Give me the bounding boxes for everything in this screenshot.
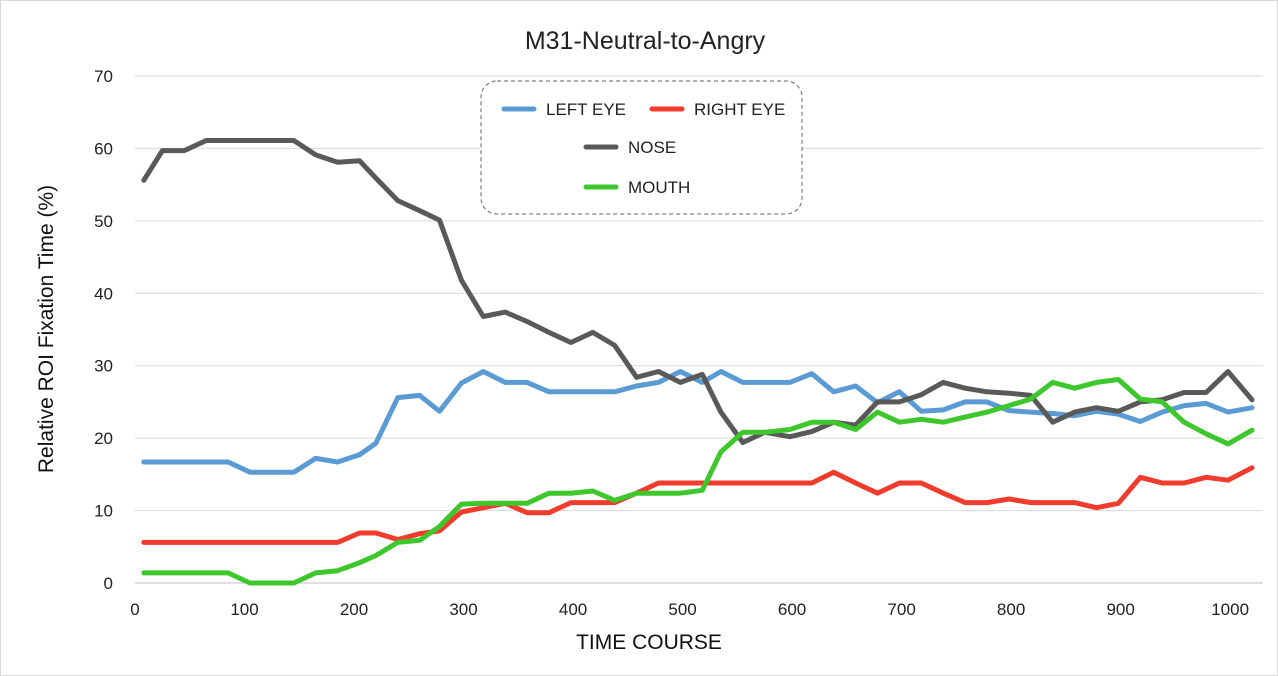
x-tick-label-500: 500 [668,600,696,619]
legend-label-mouth: MOUTH [628,178,690,197]
x-axis-label: TIME COURSE [576,631,722,654]
y-axis-label: Relative ROI Fixation Time (%) [35,185,58,473]
x-tick-label-400: 400 [559,600,587,619]
series-line-mouth [141,377,1255,586]
y-tick-labels: 0 10 20 30 40 50 60 70 [94,67,113,593]
x-tick-label-0: 0 [130,600,139,619]
x-tick-label-800: 800 [997,600,1025,619]
y-tick-label-60: 60 [94,139,113,158]
y-tick-label-30: 30 [94,357,113,376]
x-tick-label-600: 600 [778,600,806,619]
legend-label-right-eye: RIGHT EYE [694,100,785,119]
y-tick-label-40: 40 [94,284,113,303]
y-tick-label-70: 70 [94,67,113,86]
x-tick-label-300: 300 [449,600,477,619]
y-tick-label-50: 50 [94,212,113,231]
legend-label-nose: NOSE [628,138,676,157]
y-tick-label-10: 10 [94,502,113,521]
x-tick-label-200: 200 [340,600,368,619]
series-line-right-eye [141,465,1255,545]
x-tick-label-100: 100 [230,600,258,619]
x-tick-labels: 0 100 200 300 400 500 600 700 800 900 1000 [130,600,1249,619]
series-lines [141,138,1255,586]
legend-label-left-eye: LEFT EYE [546,100,626,119]
chart-title: M31-Neutral-to-Angry [525,27,766,55]
x-tick-label-700: 700 [887,600,915,619]
legend-box [480,80,803,215]
x-tick-label-900: 900 [1106,600,1134,619]
legend: LEFT EYE RIGHT EYE NOSE MOUTH [480,80,803,215]
series-line-nose [141,138,1255,445]
y-tick-label-0: 0 [104,574,113,593]
y-tick-label-20: 20 [94,429,113,448]
x-tick-label-1000: 1000 [1211,600,1249,619]
